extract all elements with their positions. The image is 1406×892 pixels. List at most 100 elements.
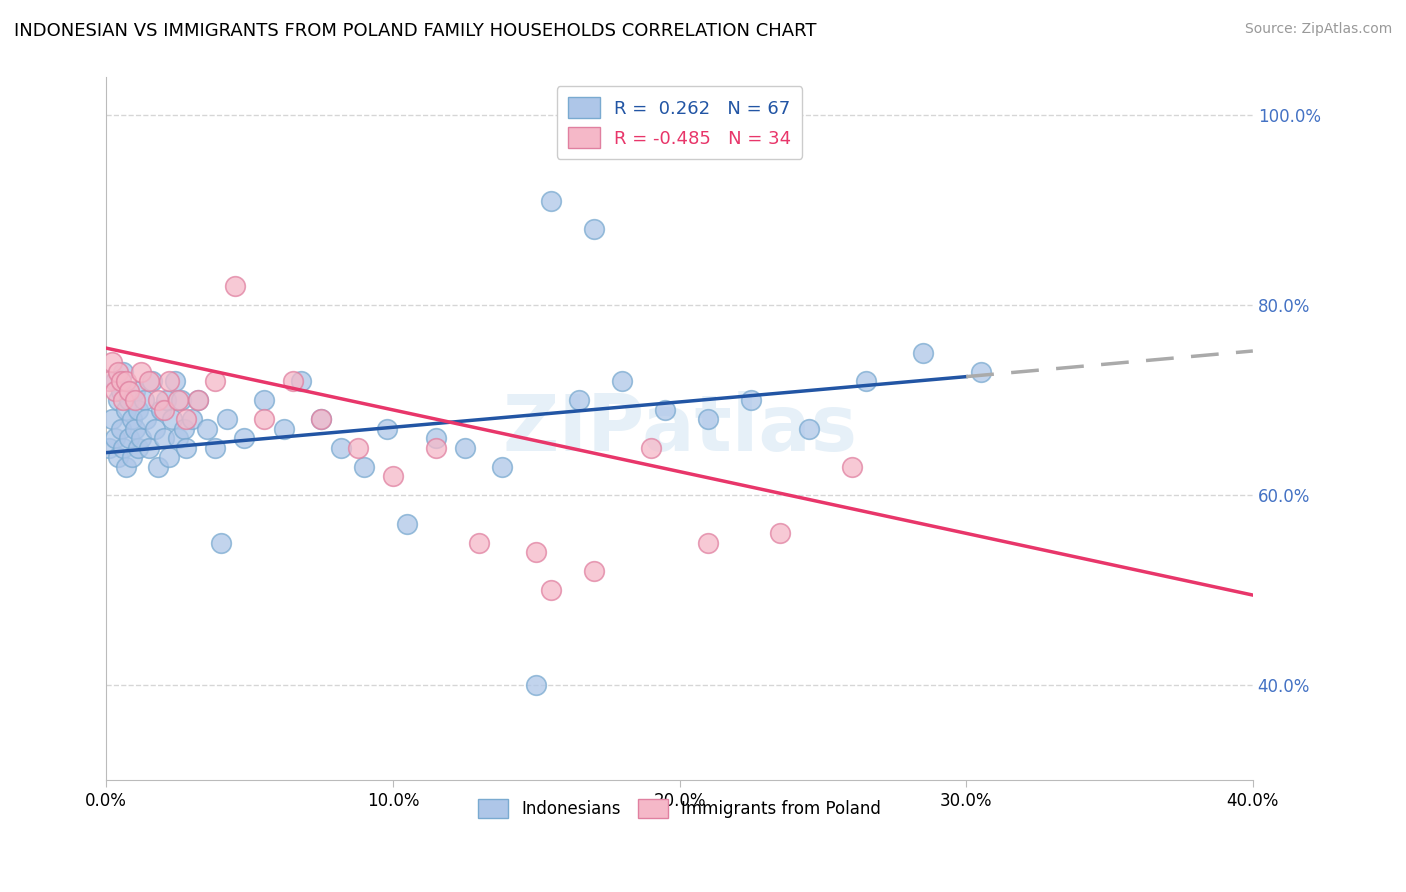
Point	[112, 393, 135, 408]
Point	[281, 375, 304, 389]
Point	[330, 441, 353, 455]
Point	[115, 402, 138, 417]
Point	[121, 412, 143, 426]
Point	[453, 441, 475, 455]
Point	[112, 441, 135, 455]
Point	[491, 459, 513, 474]
Point	[110, 422, 132, 436]
Point	[157, 450, 180, 465]
Point	[121, 450, 143, 465]
Point	[138, 441, 160, 455]
Point	[984, 792, 1007, 806]
Point	[143, 422, 166, 436]
Point	[107, 365, 129, 379]
Point	[568, 393, 591, 408]
Point	[170, 393, 193, 408]
Point	[107, 450, 129, 465]
Point	[375, 422, 398, 436]
Point	[347, 441, 370, 455]
Point	[149, 402, 172, 417]
Point	[173, 422, 195, 436]
Point	[855, 375, 877, 389]
Point	[163, 375, 186, 389]
Point	[104, 375, 127, 389]
Point	[740, 393, 762, 408]
Point	[129, 431, 152, 445]
Point	[381, 469, 404, 483]
Point	[612, 375, 634, 389]
Point	[524, 545, 547, 559]
Point	[273, 422, 295, 436]
Point	[115, 375, 138, 389]
Point	[204, 441, 226, 455]
Point	[124, 393, 146, 408]
Point	[654, 402, 676, 417]
Point	[797, 422, 820, 436]
Point	[138, 375, 160, 389]
Point	[253, 393, 276, 408]
Point	[309, 412, 332, 426]
Point	[118, 431, 141, 445]
Point	[98, 375, 121, 389]
Point	[112, 365, 135, 379]
Point	[204, 375, 226, 389]
Point	[290, 375, 312, 389]
Point	[640, 441, 662, 455]
Point	[224, 279, 246, 293]
Point	[841, 459, 863, 474]
Point	[582, 565, 605, 579]
Point	[127, 441, 149, 455]
Point	[187, 393, 209, 408]
Point	[912, 346, 935, 360]
Point	[309, 412, 332, 426]
Point	[253, 412, 276, 426]
Point	[104, 431, 127, 445]
Point	[107, 393, 129, 408]
Point	[104, 384, 127, 398]
Point	[132, 393, 155, 408]
Point	[396, 516, 419, 531]
Point	[115, 459, 138, 474]
Point	[540, 583, 562, 598]
Point	[98, 441, 121, 455]
Point	[195, 422, 218, 436]
Point	[181, 412, 204, 426]
Point	[167, 393, 190, 408]
Point	[425, 431, 447, 445]
Point	[110, 375, 132, 389]
Point	[160, 412, 183, 426]
Text: Source: ZipAtlas.com: Source: ZipAtlas.com	[1244, 22, 1392, 37]
Point	[425, 441, 447, 455]
Point	[969, 365, 991, 379]
Point	[124, 422, 146, 436]
Text: ZIPatlas: ZIPatlas	[502, 391, 858, 467]
Point	[146, 393, 169, 408]
Point	[582, 222, 605, 236]
Point	[110, 384, 132, 398]
Point	[769, 526, 792, 541]
Point	[141, 375, 163, 389]
Point	[152, 402, 174, 417]
Point	[101, 355, 124, 369]
Point	[697, 412, 720, 426]
Point	[157, 375, 180, 389]
Point	[524, 678, 547, 692]
Point	[118, 384, 141, 398]
Point	[124, 384, 146, 398]
Point	[118, 393, 141, 408]
Point	[697, 536, 720, 550]
Point	[135, 412, 157, 426]
Point	[232, 431, 254, 445]
Point	[540, 194, 562, 208]
Text: INDONESIAN VS IMMIGRANTS FROM POLAND FAMILY HOUSEHOLDS CORRELATION CHART: INDONESIAN VS IMMIGRANTS FROM POLAND FAM…	[14, 22, 817, 40]
Point	[152, 431, 174, 445]
Point	[127, 402, 149, 417]
Point	[215, 412, 238, 426]
Point	[353, 459, 375, 474]
Point	[155, 393, 177, 408]
Point	[129, 365, 152, 379]
Point	[176, 441, 198, 455]
Point	[209, 536, 232, 550]
Point	[176, 412, 198, 426]
Point	[101, 412, 124, 426]
